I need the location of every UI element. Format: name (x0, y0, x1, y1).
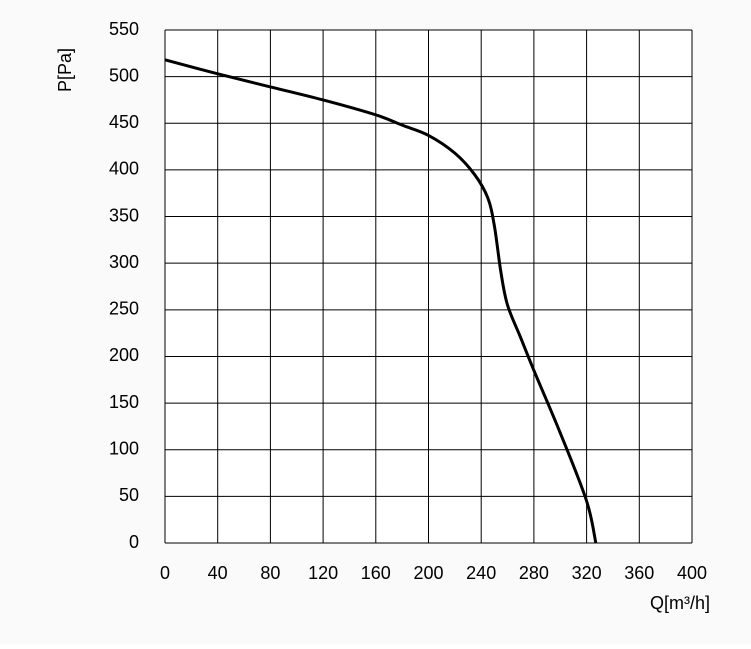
curve (164, 58, 598, 544)
y-tick-label: 250 (109, 299, 139, 319)
y-tick-label: 550 (109, 19, 139, 39)
y-tick-label: 450 (109, 112, 139, 132)
y-tick-label: 350 (109, 205, 139, 225)
x-tick-label: 200 (413, 563, 443, 583)
x-tick-label: 280 (519, 563, 549, 583)
x-tick-label: 40 (208, 563, 228, 583)
y-tick-label: 100 (109, 438, 139, 458)
x-axis-label: Q[m³/h] (650, 593, 710, 613)
y-axis-label: P[Pa] (55, 48, 75, 92)
y-tick-label: 400 (109, 159, 139, 179)
x-tick-label: 320 (572, 563, 602, 583)
x-tick-label: 360 (624, 563, 654, 583)
x-tick-label: 400 (677, 563, 707, 583)
y-tick-label: 50 (119, 485, 139, 505)
y-tick-label: 300 (109, 252, 139, 272)
x-tick-label: 120 (308, 563, 338, 583)
x-tick-label: 160 (361, 563, 391, 583)
y-tick-label: 200 (109, 345, 139, 365)
x-tick-label: 0 (160, 563, 170, 583)
y-tick-label: 500 (109, 65, 139, 85)
y-tick-label: 150 (109, 392, 139, 412)
y-tick-label: 0 (129, 532, 139, 552)
x-tick-label: 80 (260, 563, 280, 583)
x-tick-label: 240 (466, 563, 496, 583)
